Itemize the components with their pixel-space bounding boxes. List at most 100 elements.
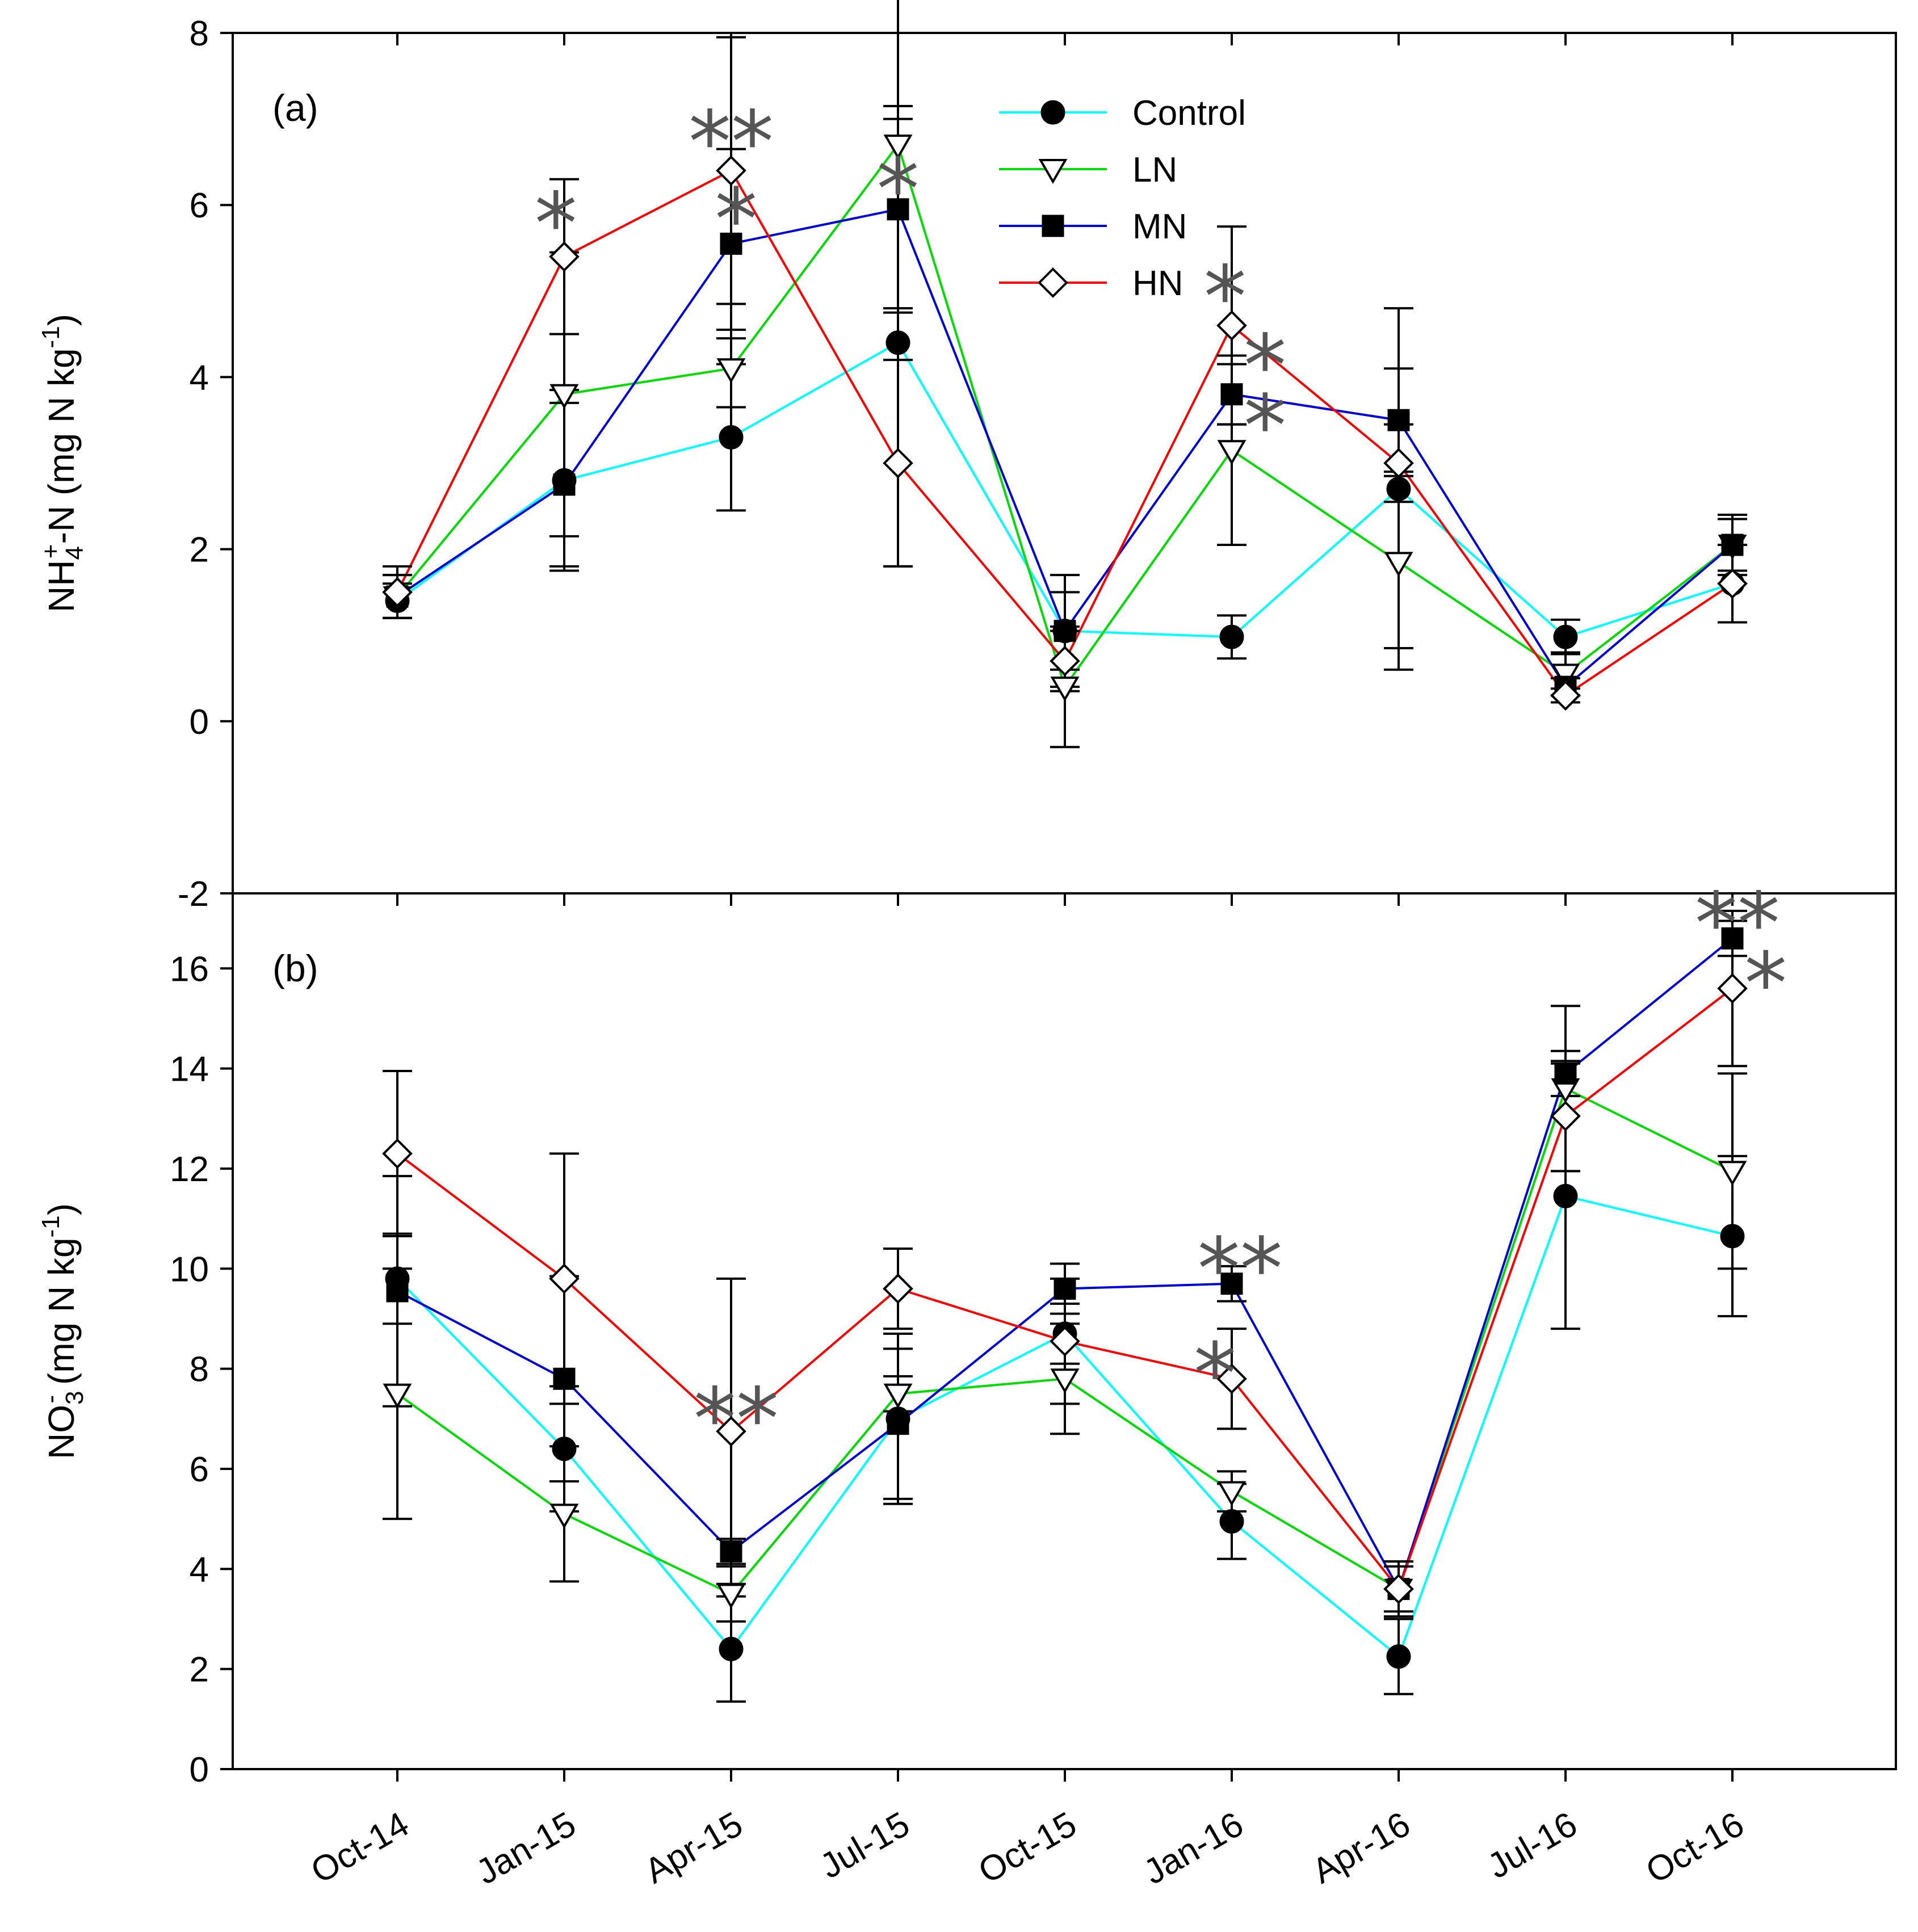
- legend-marker-control: [1040, 100, 1065, 125]
- significance-marker: *: [1744, 935, 1787, 1034]
- data-point-mn: [1387, 409, 1410, 431]
- data-point-hn: [549, 241, 580, 272]
- y-axis-label: NO3- (mg N kg-1): [37, 1203, 89, 1459]
- data-point-hn: [1717, 973, 1748, 1004]
- data-point-ln: [1551, 663, 1580, 689]
- legend-marker-ln: [1038, 159, 1068, 184]
- y-tick-label: 10: [170, 1250, 209, 1289]
- data-point-ln: [1050, 1368, 1080, 1394]
- data-point-mn: [887, 198, 909, 221]
- y-tick-label: 14: [170, 1050, 209, 1089]
- data-point-hn: [883, 448, 913, 478]
- data-point-mn: [553, 1367, 576, 1390]
- data-point-mn: [1054, 620, 1076, 642]
- data-point-ln: [716, 1584, 746, 1609]
- significance-marker: *: [715, 171, 757, 270]
- y-tick-label: 16: [170, 950, 209, 989]
- y-tick-label: 8: [190, 1350, 209, 1389]
- legend-marker-mn: [1042, 215, 1064, 237]
- data-point-mn: [1554, 1062, 1577, 1085]
- significance-marker: **: [694, 1370, 779, 1469]
- data-point-mn: [553, 473, 576, 496]
- data-point-mn: [887, 1413, 909, 1435]
- y-tick-label: 0: [190, 1750, 209, 1790]
- legend-marker-hn: [1038, 267, 1068, 298]
- data-point-control: [1386, 1644, 1411, 1669]
- data-point-hn: [716, 155, 746, 186]
- significance-marker: *: [1204, 248, 1247, 347]
- data-point-control: [552, 1437, 577, 1461]
- data-point-hn: [883, 1273, 913, 1304]
- data-point-ln: [883, 1383, 913, 1409]
- panel-label: (a): [272, 87, 318, 129]
- significance-marker: **: [1695, 875, 1780, 973]
- y-tick-label: 2: [190, 1650, 209, 1690]
- data-point-mn: [1721, 927, 1744, 950]
- data-point-control: [1553, 1183, 1578, 1208]
- data-point-mn: [720, 1540, 742, 1563]
- y-tick-label: 0: [190, 703, 209, 742]
- data-point-hn: [1050, 1326, 1080, 1356]
- data-point-hn: [1550, 680, 1581, 711]
- significance-marker: *: [877, 141, 920, 240]
- data-point-control: [719, 425, 744, 450]
- data-point-mn: [1721, 534, 1744, 556]
- data-point-mn: [1220, 1272, 1243, 1295]
- y-tick-label: -2: [178, 875, 209, 914]
- data-point-mn: [386, 1280, 409, 1303]
- data-point-hn: [1216, 310, 1247, 341]
- data-point-hn: [716, 1416, 746, 1447]
- legend-label-ln: LN: [1132, 150, 1177, 190]
- data-point-hn: [1550, 1101, 1581, 1132]
- y-tick-label: 6: [190, 186, 209, 225]
- data-point-ln: [549, 1503, 579, 1529]
- data-point-ln: [1718, 1161, 1747, 1186]
- data-point-mn: [1220, 383, 1243, 406]
- legend-label-hn: HN: [1132, 264, 1183, 303]
- significance-marker: **: [1198, 1220, 1283, 1319]
- data-point-ln: [1217, 1481, 1247, 1506]
- data-point-control: [719, 1636, 744, 1661]
- significance-marker: *: [535, 175, 577, 274]
- data-point-control: [885, 330, 910, 355]
- y-tick-label: 12: [170, 1150, 209, 1189]
- data-point-mn: [1054, 1278, 1076, 1300]
- data-point-ln: [1384, 552, 1413, 577]
- legend: Control LN MN HN: [999, 94, 1246, 303]
- data-point-ln: [1217, 440, 1247, 465]
- data-point-mn: [720, 232, 742, 255]
- data-point-control: [1219, 1509, 1244, 1534]
- data-point-hn: [1216, 1363, 1247, 1395]
- data-point-control: [1219, 624, 1244, 649]
- legend-label-mn: MN: [1132, 207, 1187, 246]
- data-point-hn: [1717, 568, 1748, 599]
- data-point-ln: [1050, 677, 1080, 702]
- data-point-ln: [883, 135, 913, 160]
- data-point-hn: [1383, 448, 1414, 478]
- data-point-hn: [549, 1263, 580, 1294]
- data-point-control: [1720, 1224, 1745, 1249]
- data-point-ln: [549, 384, 579, 409]
- data-point-ln: [716, 358, 746, 384]
- significance-marker: *: [1244, 377, 1286, 476]
- panel-label: (b): [272, 947, 318, 989]
- y-tick-label: 4: [190, 358, 209, 397]
- data-point-control: [1553, 624, 1578, 649]
- legend-label-control: Control: [1132, 94, 1246, 133]
- y-tick-label: 6: [190, 1450, 209, 1489]
- significance-marker: **: [689, 93, 774, 192]
- y-tick-label: 4: [190, 1550, 209, 1589]
- data-point-hn: [1050, 645, 1080, 677]
- data-point-hn: [382, 577, 413, 608]
- data-point-hn: [382, 1138, 413, 1169]
- data-point-hn: [1383, 1573, 1414, 1605]
- y-tick-label: 8: [190, 14, 209, 53]
- y-tick-label: 2: [190, 531, 209, 570]
- significance-marker: *: [1244, 317, 1286, 416]
- significance-marker: *: [1194, 1325, 1236, 1424]
- data-point-control: [1386, 476, 1411, 501]
- data-point-ln: [383, 1383, 412, 1409]
